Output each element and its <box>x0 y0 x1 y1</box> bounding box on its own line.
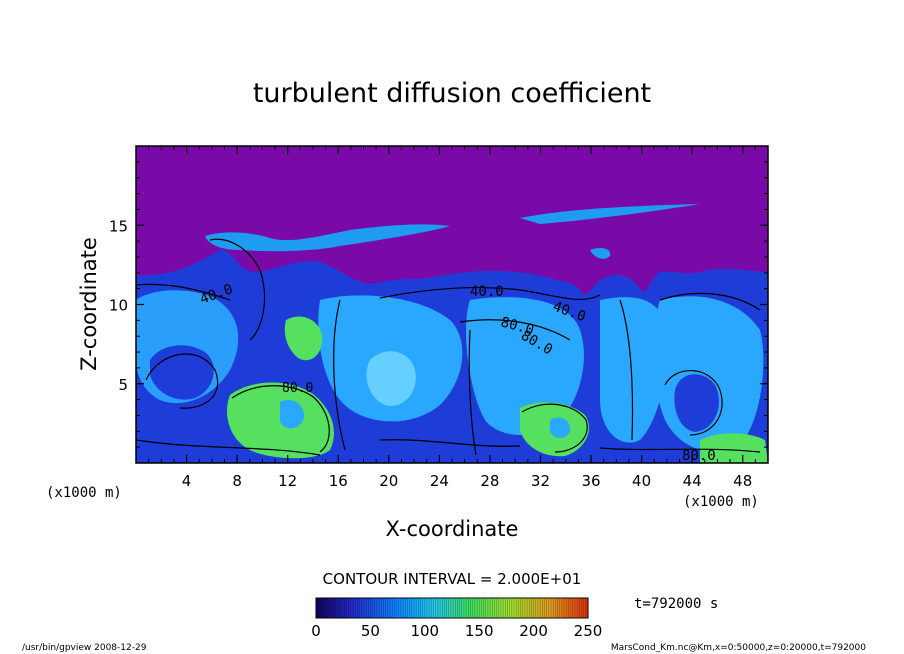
colorbar-ticks: 0 50 100 150 200 250 <box>311 622 602 640</box>
x-axis: 4 8 12 16 20 24 28 32 36 40 44 48 <box>148 146 756 490</box>
x-tick-label: 28 <box>480 472 499 490</box>
upper-patch <box>590 248 611 259</box>
contour-line <box>619 299 634 441</box>
contour-line <box>333 299 346 451</box>
band <box>366 351 416 406</box>
y-tick-label: 10 <box>109 297 128 315</box>
contour-interval: CONTOUR INTERVAL = 2.000E+01 <box>323 570 582 588</box>
x-tick-label: 12 <box>278 472 297 490</box>
colorbar-tick-label: 250 <box>574 622 603 640</box>
x-tick-label: 24 <box>430 472 449 490</box>
band <box>674 374 719 432</box>
colorbar-tick-label: 200 <box>519 622 548 640</box>
footer-left: /usr/bin/gpview 2008-12-29 <box>22 643 147 653</box>
contour-line <box>136 283 231 301</box>
contour-label: 80.0 <box>682 448 716 464</box>
y-tick-label: 15 <box>109 217 128 235</box>
colorbar-stripes <box>317 599 587 617</box>
contour-line <box>599 447 761 453</box>
x-tick-label: 8 <box>232 472 242 490</box>
contour-line <box>379 286 601 301</box>
contour-line <box>521 403 588 453</box>
contour-line <box>468 329 477 456</box>
footer-right: MarsCond_Km.nc@Km,x=0:50000,z=0:20000,t=… <box>611 643 866 653</box>
x-axis-title: X-coordinate <box>386 517 519 541</box>
x-tick-label: 36 <box>581 472 600 490</box>
x-tick-label: 16 <box>329 472 348 490</box>
band <box>600 297 669 443</box>
contour-line <box>209 238 266 341</box>
plot-area: 40.0 40.0 40.0 80.0 80.0 80.0 80.0 <box>136 146 768 464</box>
x-tick-label: 32 <box>531 472 550 490</box>
high-blob-core <box>550 417 571 438</box>
upper-patch <box>520 204 700 224</box>
x-tick-label: 40 <box>632 472 651 490</box>
x-unit-label-right: (x1000 m) <box>683 494 759 510</box>
contour-label: 80.0 <box>282 381 313 396</box>
x-unit-label: (x1000 m) <box>46 485 122 501</box>
x-tick-label: 48 <box>733 472 752 490</box>
colorbar-tick-label: 100 <box>410 622 439 640</box>
upper-patch <box>205 224 450 252</box>
contour-line <box>379 439 521 447</box>
y-tick-label: 5 <box>118 376 128 394</box>
time-label: t=792000 s <box>634 596 718 612</box>
contour-line <box>231 385 330 453</box>
high-blob <box>284 316 323 361</box>
colorbar <box>315 597 589 619</box>
colorbar-tick-label: 0 <box>311 622 321 640</box>
x-tick-label: 44 <box>683 472 702 490</box>
high-blob-core <box>280 399 305 429</box>
y-axis: 5 10 15 <box>109 161 768 448</box>
contour-line <box>459 319 571 341</box>
colorbar-tick-label: 150 <box>465 622 494 640</box>
contour-line <box>136 439 321 456</box>
contour-line <box>145 353 219 409</box>
contour-line <box>659 292 761 311</box>
high-blob <box>700 433 768 463</box>
chart-title: turbulent diffusion coefficient <box>253 78 651 109</box>
y-axis-title: Z-coordinate <box>77 237 101 371</box>
upper-region <box>136 146 768 295</box>
contour-line <box>664 370 723 436</box>
contour-label: 40.0 <box>470 284 504 300</box>
x-tick-label: 20 <box>379 472 398 490</box>
contour-lines <box>136 238 761 456</box>
x-tick-label: 4 <box>182 472 192 490</box>
colorbar-tick-label: 50 <box>361 622 380 640</box>
